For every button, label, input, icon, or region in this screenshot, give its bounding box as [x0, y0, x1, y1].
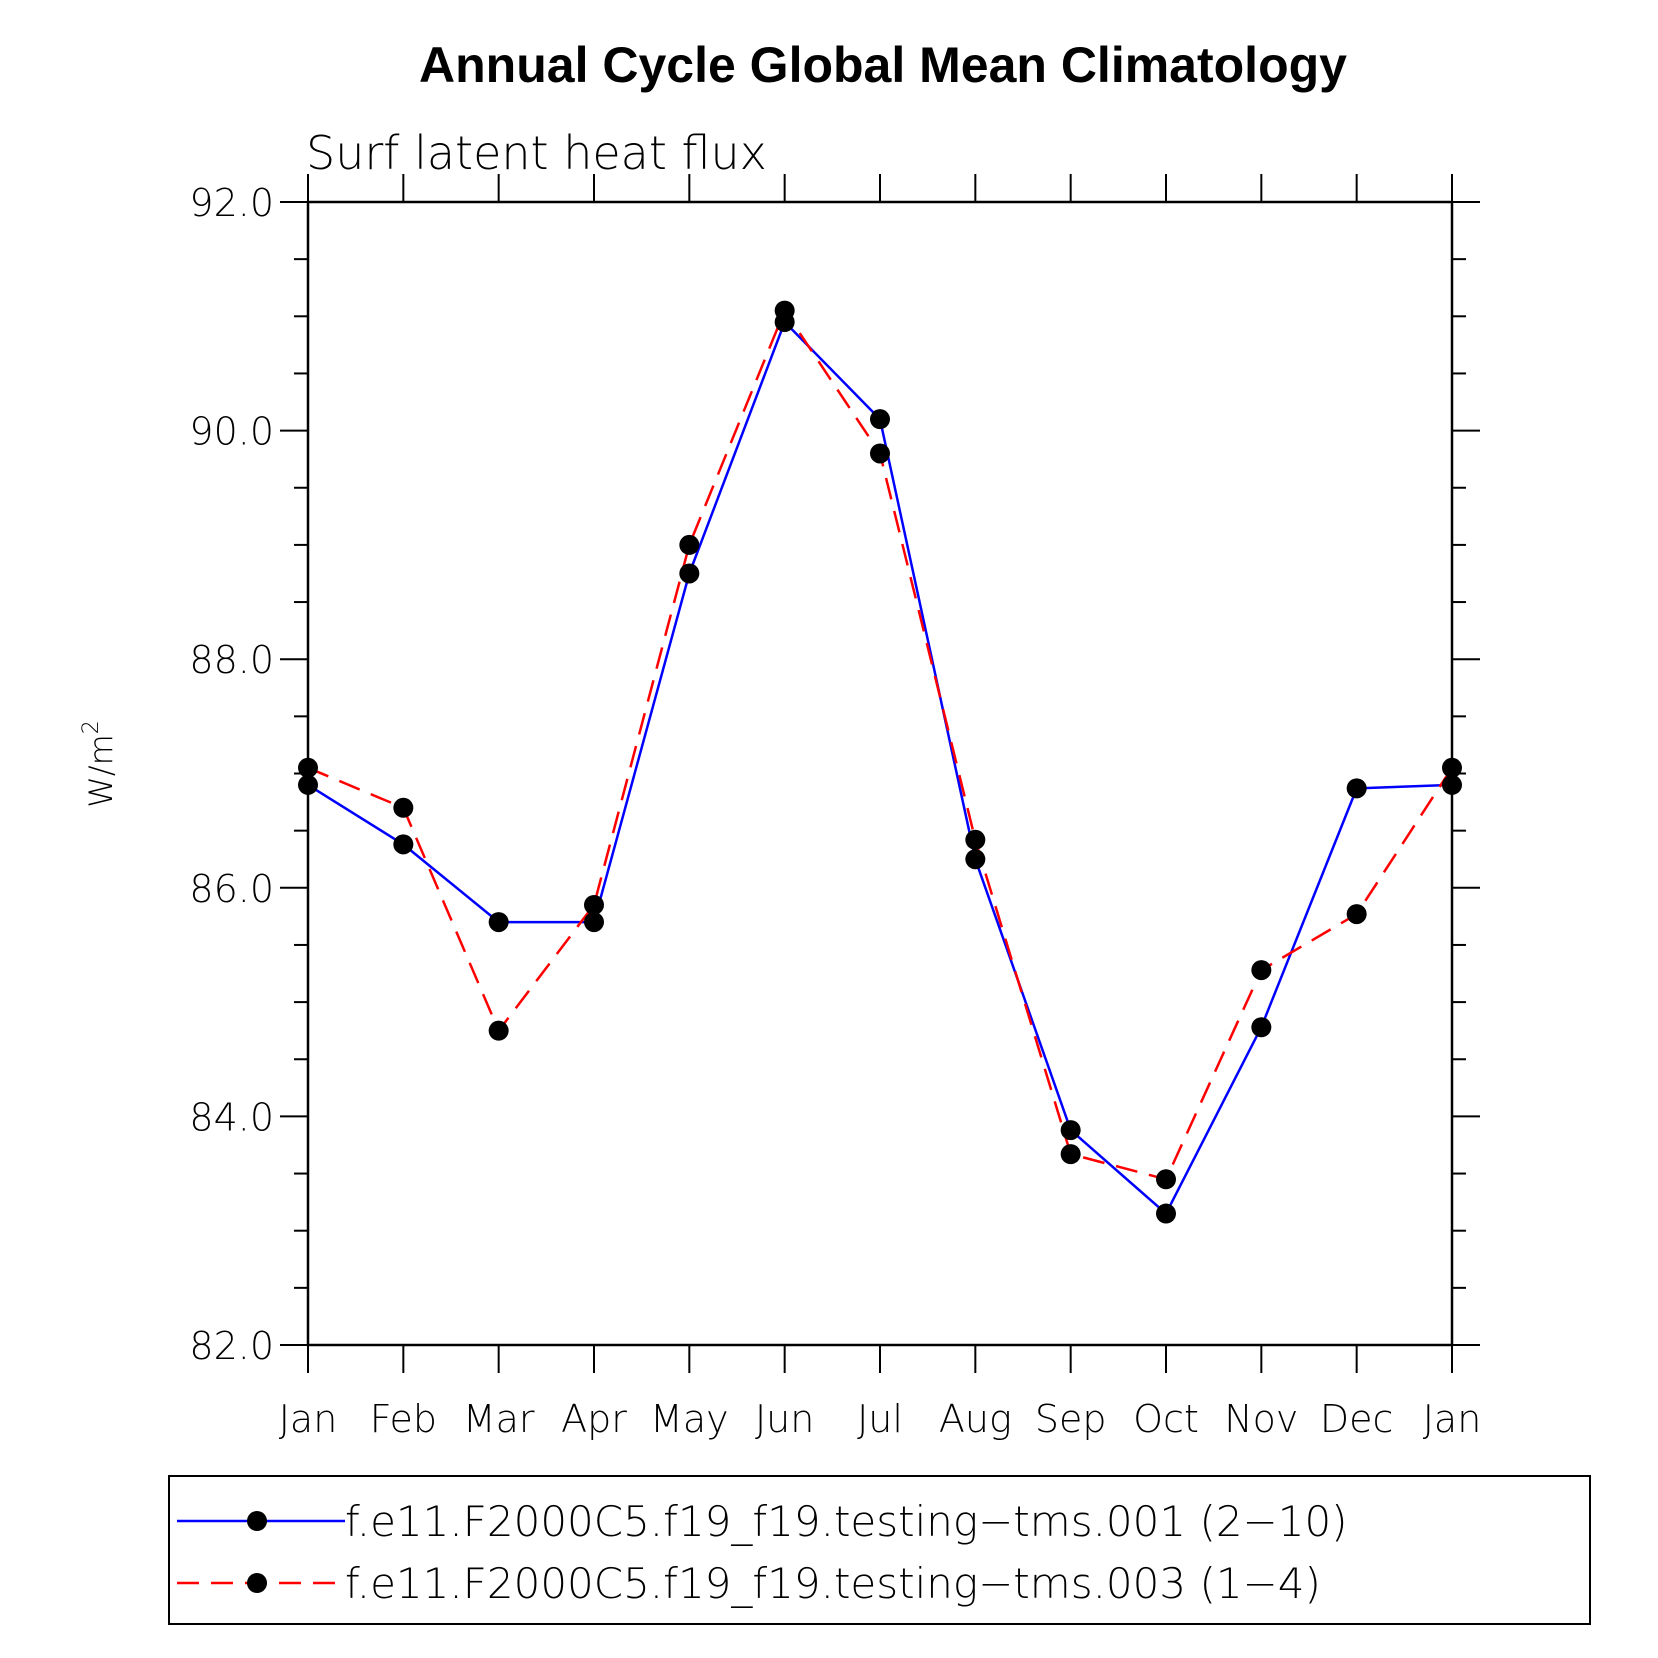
x-tick-label: Jul	[857, 1397, 903, 1441]
y-axis-label: W/m2	[79, 720, 120, 808]
legend-box	[168, 1475, 1591, 1625]
data-point-series-1	[488, 912, 509, 933]
y-tick-label: 84.0	[189, 1095, 274, 1139]
y-tick-label: 82.0	[189, 1324, 274, 1368]
x-tick-label: Nov	[1224, 1397, 1298, 1441]
y-axis-label-text: W/m	[82, 734, 120, 808]
data-point-series-1	[393, 834, 414, 855]
chart-subtitle: Surf latent heat flux	[306, 126, 767, 180]
plot-series	[298, 300, 1462, 1224]
data-point-series-1	[1251, 1017, 1272, 1038]
x-tick-label: Sep	[1035, 1397, 1107, 1441]
data-point-series-2	[1060, 1144, 1081, 1165]
data-point-series-2	[774, 300, 795, 321]
data-point-series-1	[1346, 778, 1367, 799]
data-point-series-1	[1156, 1203, 1176, 1224]
plot-frame	[306, 200, 1454, 1347]
data-point-series-2	[1346, 904, 1367, 925]
data-point-series-1	[870, 409, 890, 430]
data-point-series-2	[393, 797, 414, 818]
x-tick-label: Dec	[1320, 1397, 1394, 1441]
x-tick-labels: Jan Feb Mar Apr May Jun Jul Aug Sep Oct Nov Dec Jan	[279, 1397, 1482, 1441]
data-point-series-2	[1251, 960, 1272, 981]
data-point-series-2	[870, 443, 890, 464]
data-point-series-1	[298, 774, 318, 795]
chart-title: Annual Cycle Global Mean Climatology	[419, 37, 1347, 93]
legend: f.e11.F2000C5.f19_f19.testing−tms.001 (2…	[168, 1475, 1591, 1625]
y-tick-label: 92.0	[189, 181, 274, 225]
x-tick-label: Apr	[561, 1397, 627, 1441]
series-line-2	[307, 309, 1454, 1181]
data-point-series-2	[488, 1020, 509, 1041]
legend-label-series-1: f.e11.F2000C5.f19_f19.testing−tms.001 (2…	[345, 1497, 1348, 1546]
data-point-series-1	[965, 849, 986, 870]
data-point-series-2	[298, 757, 318, 778]
legend-label-series-2: f.e11.F2000C5.f19_f19.testing−tms.003 (1…	[345, 1559, 1321, 1608]
data-point-series-1	[1442, 774, 1462, 795]
y-axis-label-superscript: 2	[79, 720, 104, 734]
legend-marker-series-2	[247, 1573, 267, 1593]
x-tick-label: Mar	[463, 1397, 535, 1441]
data-point-series-2	[1156, 1169, 1176, 1190]
data-point-series-2	[584, 894, 604, 915]
data-point-series-2	[679, 534, 700, 555]
y-tick-labels: 82.0 84.0 86.0 88.0 90.0 92.0	[189, 181, 274, 1368]
data-point-series-2	[1442, 757, 1462, 778]
data-point-series-2	[965, 829, 986, 850]
x-tick-label: Oct	[1133, 1397, 1199, 1441]
data-point-series-1	[584, 912, 604, 933]
x-tick-label: Jan	[1423, 1397, 1482, 1441]
x-tick-label: Jan	[279, 1397, 338, 1441]
data-point-series-1	[1060, 1120, 1081, 1141]
legend-marker-series-1	[247, 1511, 267, 1531]
y-tick-label: 90.0	[189, 410, 274, 454]
x-tick-label: May	[650, 1397, 729, 1441]
y-tick-label: 86.0	[189, 867, 274, 911]
x-tick-label: Jun	[755, 1397, 814, 1441]
data-point-series-1	[679, 563, 700, 584]
x-tick-label: Feb	[370, 1397, 437, 1441]
plot-axes	[280, 174, 1480, 1373]
y-tick-label: 88.0	[189, 638, 274, 682]
x-tick-label: Aug	[939, 1397, 1012, 1441]
